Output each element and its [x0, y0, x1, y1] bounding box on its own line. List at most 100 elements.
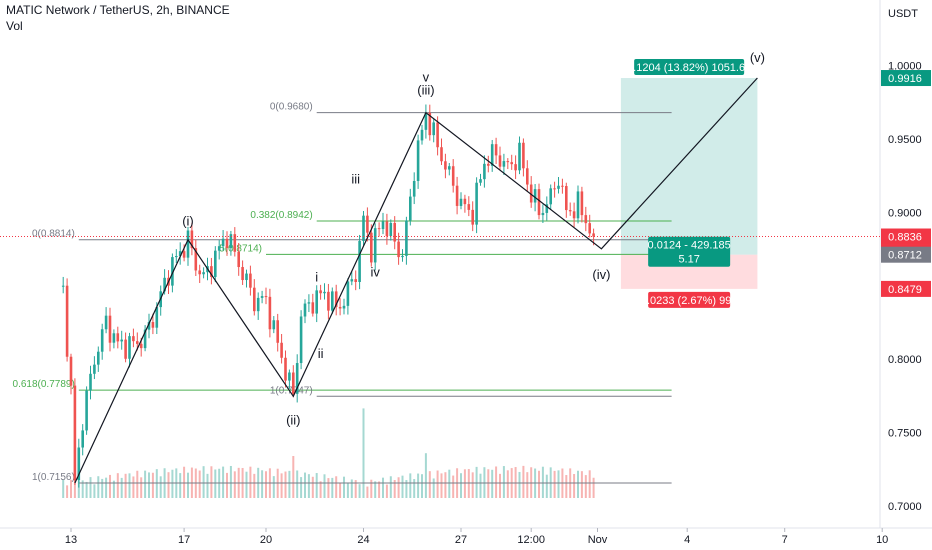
y-tick-label: 0.7500	[888, 428, 922, 440]
volume-bar	[210, 466, 213, 498]
volume-bar	[304, 472, 306, 498]
candles	[61, 104, 595, 488]
position-target-label-bg	[634, 59, 745, 76]
volume-bar	[120, 477, 123, 498]
candle-body	[89, 373, 92, 391]
volume-bar	[389, 476, 392, 498]
volume-bar	[280, 473, 283, 498]
candle-body	[526, 168, 529, 185]
volume-bar	[136, 470, 139, 498]
volume-bar	[565, 475, 568, 498]
volume-bar	[382, 477, 384, 498]
candle-body	[210, 266, 213, 277]
candle-body	[436, 122, 439, 148]
volume-bar	[300, 477, 303, 498]
volume-bar	[580, 471, 583, 498]
volume-bar	[378, 481, 381, 498]
volume-bar	[249, 466, 252, 498]
candle-body	[529, 184, 533, 203]
candle-body	[490, 144, 494, 166]
position-target-label: 0.1204 (13.82%) 1051.67	[627, 62, 751, 74]
candle-body	[116, 333, 120, 342]
volume-bars	[62, 408, 595, 498]
volume-bar	[253, 473, 256, 498]
candle-body	[432, 122, 435, 136]
x-tick-label: 10	[876, 534, 888, 546]
candle-body	[245, 273, 248, 281]
volume-bar	[198, 470, 201, 498]
volume-bar	[109, 474, 111, 498]
volume-bar	[514, 467, 517, 498]
candle-body	[506, 161, 510, 163]
candle-body	[448, 166, 451, 170]
wave-label: (i)	[182, 214, 194, 229]
volume-bar	[460, 473, 462, 498]
volume-bar	[366, 486, 369, 498]
volume-bar	[463, 469, 466, 498]
candle-body	[498, 155, 502, 167]
x-tick-label: 4	[684, 534, 690, 546]
volume-bar	[296, 470, 299, 498]
candle-body	[190, 230, 194, 249]
candle-body	[549, 188, 552, 205]
candle-body	[171, 257, 174, 286]
volume-bar	[424, 453, 427, 498]
candle-body	[97, 351, 100, 365]
volume-bar	[471, 472, 474, 498]
candle-body	[514, 164, 517, 171]
candle-body	[229, 234, 233, 249]
volume-bar	[214, 469, 217, 498]
volume-bar	[592, 477, 595, 498]
volume-bar	[81, 480, 84, 498]
candle-body	[194, 248, 198, 271]
volume-bar	[491, 469, 494, 498]
volume-bar	[487, 469, 490, 498]
volume-bar	[362, 408, 365, 498]
candle-body	[93, 364, 96, 374]
current-price-tag-bg	[881, 228, 931, 245]
candle-body	[533, 189, 537, 203]
fib-level-label: 5(0.8714)	[219, 243, 262, 254]
candle-body	[147, 322, 151, 330]
x-tick-label: 27	[455, 534, 467, 546]
symbol-title: MATIC Network / TetherUS, 2h, BINANCE	[6, 3, 230, 17]
candle-body	[272, 320, 276, 330]
volume-bar	[233, 471, 236, 498]
volume-bar	[101, 478, 104, 498]
volume-bar	[452, 475, 455, 498]
volume-bar	[401, 475, 404, 498]
candle-body	[143, 329, 147, 349]
candle-body	[463, 198, 467, 205]
volume-bar	[167, 472, 170, 498]
candle-body	[475, 182, 478, 225]
volume-bar	[265, 471, 267, 498]
current-price-tag: 0.8836	[888, 232, 922, 244]
volume-bar	[187, 472, 189, 498]
candle-body	[381, 221, 385, 230]
position-stop-label: 0.0233 (2.67%) 990	[641, 295, 738, 307]
volume-bar	[183, 466, 186, 498]
candle-body	[65, 285, 69, 357]
candle-body	[256, 297, 260, 312]
volume-indicator-label[interactable]: Vol	[6, 19, 23, 33]
candle-body	[580, 191, 584, 216]
candle-body	[214, 250, 217, 277]
volume-bar	[272, 476, 275, 498]
candle-body	[588, 223, 591, 234]
entry-price-tag-bg	[881, 246, 931, 263]
candle-body	[537, 189, 541, 216]
candle-body	[175, 256, 178, 258]
candle-body	[350, 279, 354, 282]
candle-body	[268, 296, 272, 330]
candle-body	[132, 336, 135, 342]
target-zone	[620, 78, 758, 255]
volume-bar	[323, 474, 326, 498]
candle-body	[334, 291, 338, 307]
volume-bar	[506, 470, 509, 498]
x-tick-label: 13	[65, 534, 77, 546]
candle-body	[292, 372, 295, 394]
volume-bar	[132, 476, 135, 498]
candle-body	[124, 339, 127, 359]
